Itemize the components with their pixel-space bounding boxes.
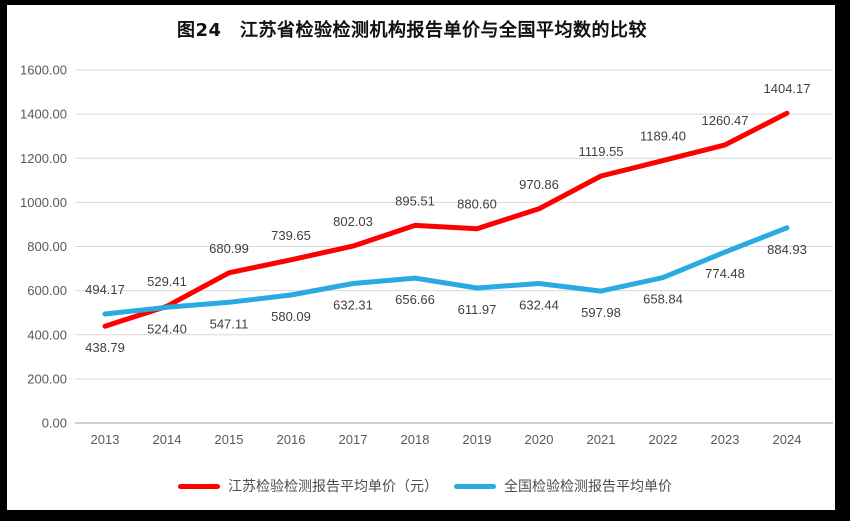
data-label: 524.40 (147, 321, 187, 336)
y-tick-label: 800.00 (27, 239, 67, 254)
data-label: 580.09 (271, 309, 311, 324)
x-tick-label: 2015 (215, 432, 244, 447)
x-tick-label: 2014 (153, 432, 182, 447)
y-tick-label: 1400.00 (20, 107, 67, 122)
data-label: 658.84 (643, 292, 683, 307)
y-tick-label: 0.00 (42, 416, 67, 431)
legend-label-national: 全国检验检测报告平均单价 (504, 479, 672, 495)
legend-line-swatch-national (454, 483, 496, 489)
legend-item-national: 全国检验检测报告平均单价 (454, 476, 672, 496)
legend-item-jiangsu: 江苏检验检测报告平均单价（元） (178, 476, 438, 496)
data-label: 529.41 (147, 274, 187, 289)
data-label: 739.65 (271, 228, 311, 243)
data-label: 597.98 (581, 305, 621, 320)
y-tick-label: 1600.00 (20, 63, 67, 78)
legend-line-swatch-jiangsu (178, 483, 220, 489)
x-tick-label: 2019 (463, 432, 492, 447)
series-line-0 (102, 110, 790, 329)
x-tick-label: 2013 (91, 432, 120, 447)
y-tick-label: 1200.00 (20, 151, 67, 166)
data-label: 880.60 (457, 197, 497, 212)
data-label: 895.51 (395, 193, 435, 208)
data-label: 438.79 (85, 340, 125, 355)
x-tick-label: 2017 (339, 432, 368, 447)
data-label: 1189.40 (640, 129, 686, 144)
x-tick-label: 2024 (773, 432, 802, 447)
y-tick-label: 400.00 (27, 327, 67, 342)
legend: 江苏检验检测报告平均单价（元） 全国检验检测报告平均单价 (0, 476, 850, 496)
data-label: 494.17 (85, 282, 125, 297)
x-tick-label: 2020 (525, 432, 554, 447)
legend-label-jiangsu: 江苏检验检测报告平均单价（元） (228, 479, 438, 495)
x-tick-label: 2023 (711, 432, 740, 447)
y-tick-label: 600.00 (27, 283, 67, 298)
data-label: 802.03 (333, 214, 373, 229)
data-label: 656.66 (395, 292, 435, 307)
data-label: 884.93 (767, 242, 807, 257)
data-label: 680.99 (209, 241, 249, 256)
data-label: 611.97 (458, 302, 497, 317)
data-label: 632.31 (333, 297, 373, 312)
chart-panel (7, 5, 835, 510)
data-label: 547.11 (210, 316, 249, 331)
y-tick-label: 200.00 (27, 371, 67, 386)
data-label: 970.86 (519, 177, 559, 192)
x-tick-label: 2018 (401, 432, 430, 447)
data-label: 1404.17 (764, 81, 811, 96)
data-label: 632.44 (519, 297, 559, 312)
data-label: 774.48 (705, 266, 745, 281)
x-tick-label: 2022 (649, 432, 678, 447)
data-label: 1260.47 (702, 113, 749, 128)
x-tick-label: 2021 (587, 432, 616, 447)
y-tick-label: 1000.00 (20, 195, 67, 210)
series-line-1 (102, 225, 790, 317)
x-tick-label: 2016 (277, 432, 306, 447)
data-label: 1119.55 (578, 144, 623, 159)
chart-title: 图24 江苏省检验检测机构报告单价与全国平均数的比较 (176, 20, 648, 41)
